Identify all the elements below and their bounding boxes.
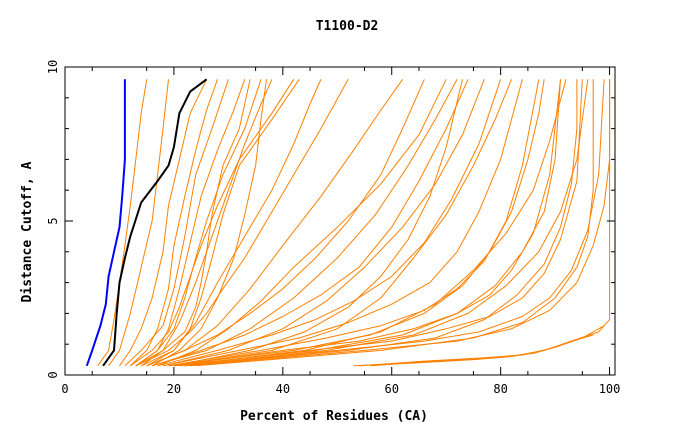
x-axis-title: Percent of Residues (CA) [240,409,428,424]
reference-model-curve [102,78,208,367]
y-tick-label: 5 [46,217,60,224]
series-layer [85,78,611,367]
model-curve [173,79,512,367]
model-curve [173,79,561,367]
model-curve [135,79,349,367]
model-curve [119,79,208,367]
model-curve [129,79,218,367]
model-curve [124,79,229,367]
y-tick-label: 0 [46,371,60,378]
x-tick-label: 40 [276,382,290,396]
x-tick-label: 100 [599,382,621,396]
x-tick-label: 60 [385,382,399,396]
model-curve [162,79,485,367]
model-curve [146,79,300,367]
model-curve [146,79,425,367]
x-tick-label: 80 [493,382,507,396]
y-tick-label: 10 [46,60,60,74]
y-axis-title: Distance Cutoff, A [20,161,35,302]
model-curve [184,79,578,367]
model-curve [130,79,295,367]
model-curve [135,79,273,367]
model-curve [135,79,262,367]
model-curve [140,79,251,367]
best-model-curve [85,79,126,367]
model-curve [173,79,561,367]
chart-title: T1100-D2 [316,19,379,34]
model-curve [151,79,267,367]
model-curve [97,79,148,367]
model-curve [135,79,246,367]
ticks-layer: 0 20 40 60 80 100 0 5 10 [46,60,620,396]
model-curve [195,79,594,367]
model-curve [173,79,463,367]
x-tick-label: 0 [61,382,68,396]
model-curve [157,79,502,367]
model-curve [190,79,611,367]
model-curve [179,79,567,367]
model-curve [184,79,589,367]
model-curve [369,325,605,367]
model-curve [151,79,458,367]
model-curve [157,79,447,367]
x-tick-label: 20 [167,382,181,396]
model-curve [108,79,169,367]
model-curve [168,79,545,367]
model-curve [146,79,404,367]
